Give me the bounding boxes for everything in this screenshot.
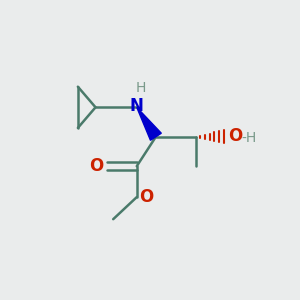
Text: H: H bbox=[136, 81, 146, 95]
Text: O: O bbox=[228, 127, 242, 145]
Text: O: O bbox=[89, 157, 103, 175]
Text: O: O bbox=[139, 188, 153, 206]
Text: -H: -H bbox=[241, 131, 256, 145]
Text: N: N bbox=[130, 97, 144, 115]
Polygon shape bbox=[137, 107, 161, 140]
